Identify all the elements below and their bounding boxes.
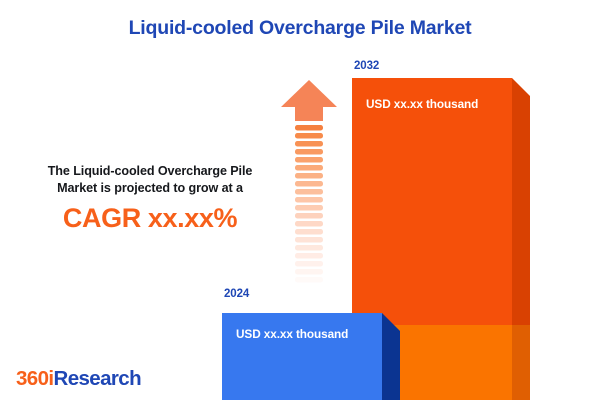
bar-value-2024: USD xx.xx thousand [236, 327, 349, 341]
bar-label-2024: 2024 [224, 288, 250, 300]
growth-arrow-icon [281, 80, 337, 285]
brand-logo[interactable]: 360iResearch [16, 367, 142, 391]
bar-value-2032: USD xx.xx thousand [366, 97, 479, 111]
brand-logo-prefix: 360i [16, 367, 54, 390]
bar-2024 [222, 313, 400, 400]
cagr-callout: The Liquid-cooled Overcharge Pile Market… [18, 163, 282, 233]
brand-logo-suffix: Research [53, 367, 142, 390]
bar-label-2032: 2032 [354, 60, 380, 72]
cagr-value: CAGR xx.xx% [62, 203, 238, 233]
bar-2032 [352, 78, 530, 400]
page-title: Liquid-cooled Overcharge Pile Market [128, 17, 472, 39]
cagr-description-line-2: Market is projected to grow at a [57, 181, 243, 195]
cagr-description-line-1: The Liquid-cooled Overcharge Pile [47, 164, 253, 178]
